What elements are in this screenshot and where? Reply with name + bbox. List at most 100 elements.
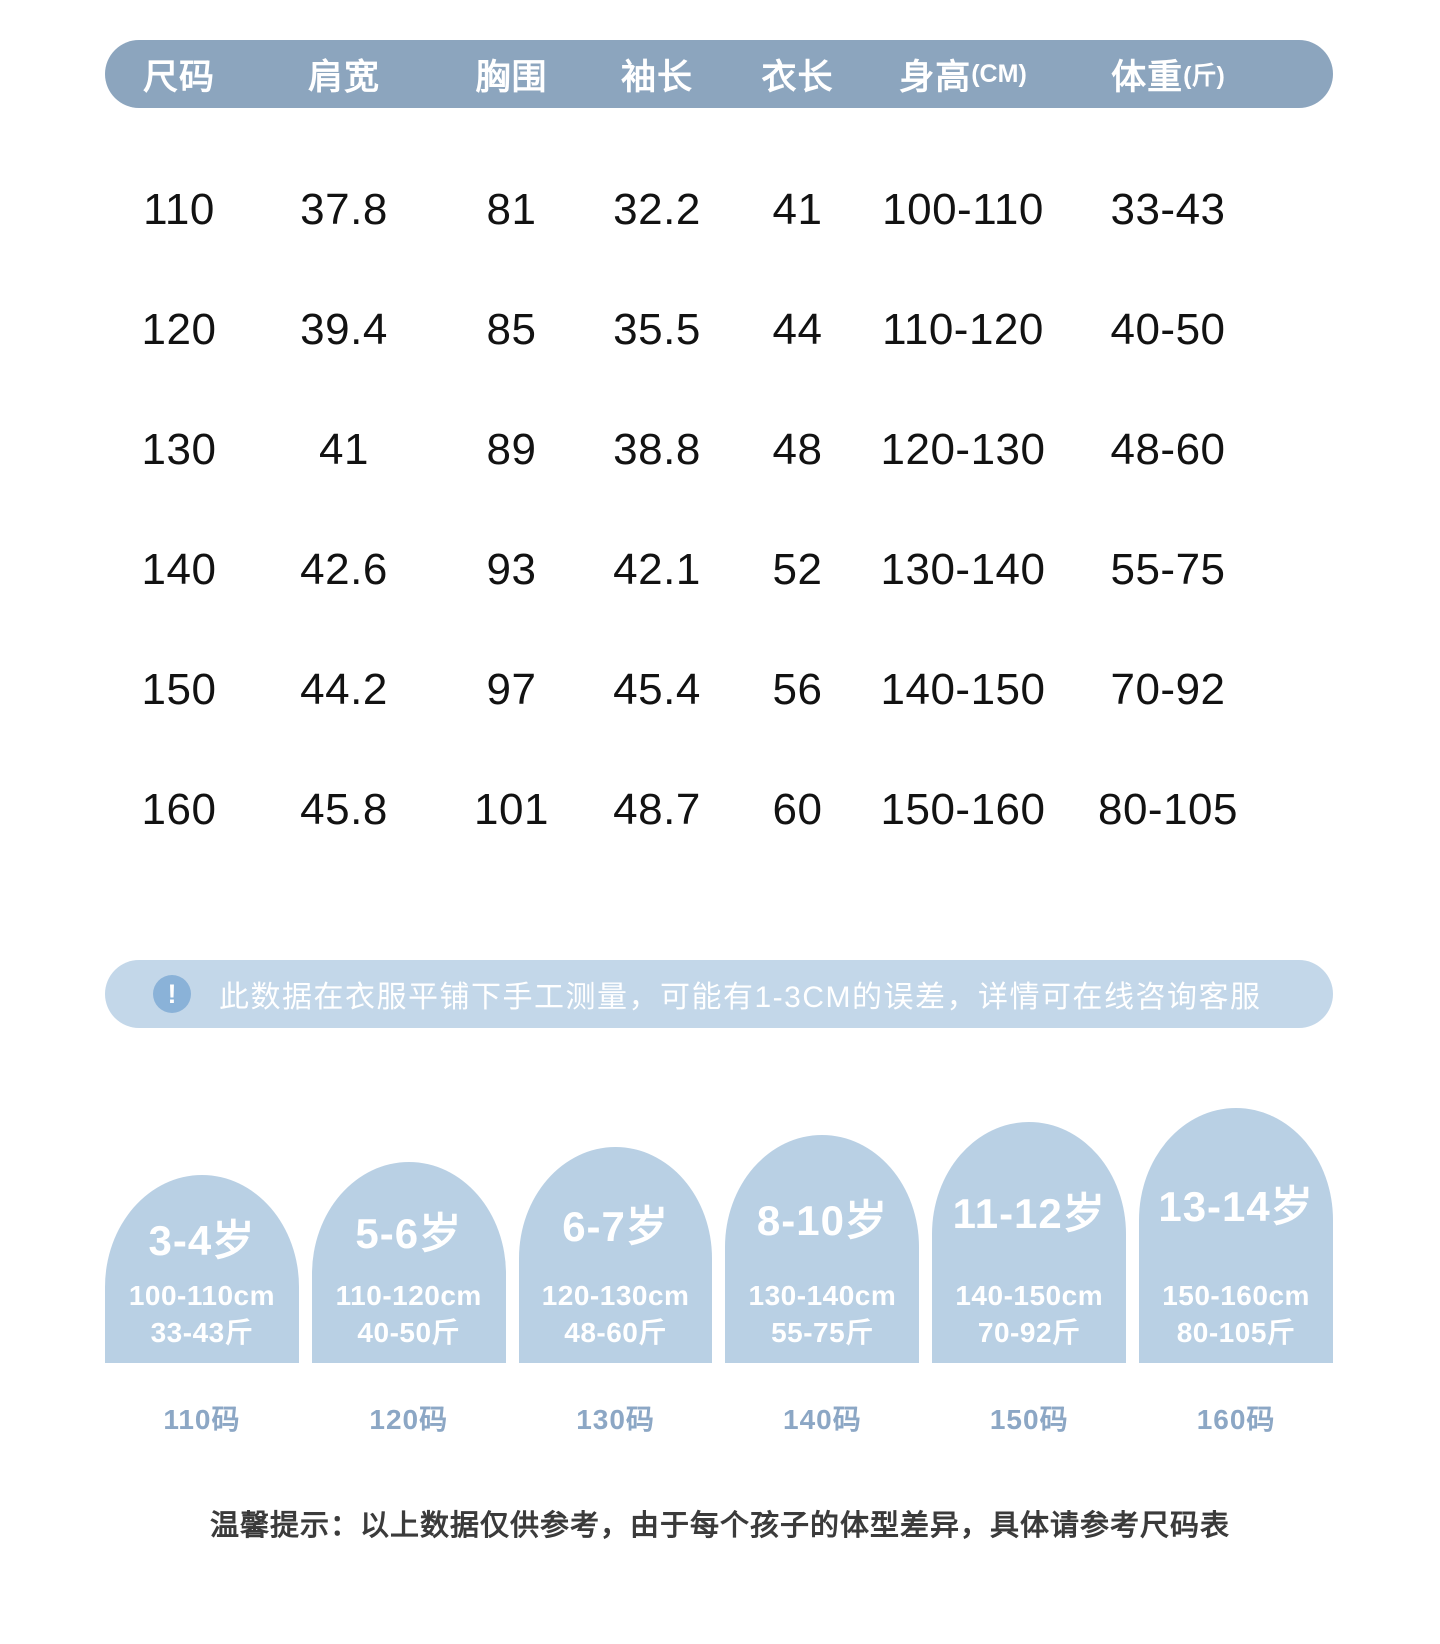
shoulder-cell: 44.2	[300, 665, 388, 714]
weight-cell: 70-92	[1110, 665, 1226, 714]
weight-range-label: 48-60斤	[564, 1317, 667, 1348]
weight-cell: 40-50	[1110, 305, 1226, 354]
length-cell: 60	[772, 785, 823, 834]
table-row: 130 41 89 38.8 48 120-130 48-60	[105, 390, 1333, 510]
header-cell-sleeve: 袖长	[588, 40, 726, 108]
header-label: 体重	[1111, 57, 1184, 97]
height-cell: 140-150	[880, 665, 1046, 714]
size-cell: 120	[141, 305, 217, 354]
size-table-body: 110 37.8 81 32.2 41 100-110 33-43 120 39…	[105, 108, 1333, 870]
height-range-label: 100-110cm	[128, 1280, 275, 1311]
length-cell: 41	[772, 185, 823, 234]
sleeve-cell: 38.8	[613, 425, 701, 474]
sleeve-cell: 35.5	[613, 305, 701, 354]
table-row: 120 39.4 85 35.5 44 110-120 40-50	[105, 270, 1333, 390]
footer-note: 温馨提示：以上数据仅供参考，由于每个孩子的体型差异，具体请参考尺码表	[209, 1510, 1230, 1542]
size-code-label: 120码	[369, 1404, 449, 1435]
chest-cell: 97	[486, 665, 537, 714]
header-label: 肩宽	[307, 57, 380, 97]
measurement-notice-text: 此数据在衣服平铺下手工测量，可能有1-3CM的误差，详情可在线咨询客服	[219, 981, 1262, 1014]
header-cell-size: 尺码	[105, 40, 253, 108]
size-code-label: 150码	[989, 1404, 1069, 1435]
header-cell-length: 衣长	[726, 40, 869, 108]
age-card-row: 3-4岁 100-110cm 33-43斤 5-6岁 110-120cm 40-…	[105, 1108, 1333, 1363]
size-code-row: 110码 120码 130码 140码 150码 160码	[105, 1398, 1333, 1442]
shoulder-cell: 45.8	[300, 785, 388, 834]
weight-range-label: 70-92斤	[977, 1317, 1081, 1348]
age-card: 3-4岁 100-110cm 33-43斤	[105, 1175, 299, 1363]
height-range-label: 110-120cm	[335, 1280, 482, 1311]
weight-cell: 80-105	[1097, 785, 1238, 834]
header-unit: (CM)	[971, 59, 1027, 88]
header-cell-height: 身高 (CM)	[869, 40, 1057, 108]
length-cell: 52	[772, 545, 823, 594]
height-cell: 120-130	[880, 425, 1046, 474]
chest-cell: 101	[474, 785, 549, 834]
height-cell: 150-160	[880, 785, 1046, 834]
age-range-label: 3-4岁	[148, 1216, 256, 1264]
size-table: 尺码 肩宽 胸围 袖长 衣长 身高 (CM) 体重 (斤) 110 37.8 81 …	[105, 40, 1333, 870]
length-cell: 44	[772, 305, 823, 354]
sleeve-cell: 45.4	[613, 665, 701, 714]
height-range-label: 150-160cm	[1162, 1280, 1310, 1311]
height-cell: 110-120	[882, 305, 1044, 354]
table-row: 160 45.8 101 48.7 60 150-160 80-105	[105, 750, 1333, 870]
sleeve-cell: 32.2	[613, 185, 701, 234]
length-cell: 56	[772, 665, 823, 714]
height-cell: 130-140	[880, 545, 1046, 594]
age-range-label: 5-6岁	[355, 1210, 463, 1257]
age-range-label: 8-10岁	[756, 1196, 888, 1244]
size-code-label: 130码	[576, 1404, 655, 1435]
size-cell: 140	[141, 545, 217, 594]
chest-cell: 81	[486, 185, 537, 234]
size-cell: 160	[141, 785, 217, 834]
chest-cell: 93	[486, 545, 537, 594]
weight-cell: 33-43	[1110, 185, 1226, 234]
header-label: 胸围	[475, 57, 548, 97]
table-row: 140 42.6 93 42.1 52 130-140 55-75	[105, 510, 1333, 630]
table-row: 110 37.8 81 32.2 41 100-110 33-43	[105, 150, 1333, 270]
age-card: 6-7岁 120-130cm 48-60斤	[518, 1147, 713, 1363]
age-card: 13-14岁 150-160cm 80-105斤	[1139, 1108, 1333, 1363]
header-label: 衣长	[761, 57, 834, 97]
age-range-label: 11-12岁	[952, 1190, 1106, 1237]
length-cell: 48	[772, 425, 823, 474]
height-range-label: 120-130cm	[541, 1280, 690, 1311]
size-cell: 150	[141, 665, 217, 714]
height-range-label: 140-150cm	[955, 1280, 1104, 1311]
table-row: 150 44.2 97 45.4 56 140-150 70-92	[105, 630, 1333, 750]
size-code-label: 160码	[1196, 1404, 1276, 1435]
exclamation-icon: !	[153, 975, 191, 1013]
weight-range-label: 40-50斤	[357, 1317, 461, 1348]
age-range-label: 13-14岁	[1158, 1183, 1314, 1230]
height-range-label: 130-140cm	[748, 1280, 897, 1311]
shoulder-cell: 37.8	[300, 185, 388, 234]
height-cell: 100-110	[882, 185, 1044, 234]
chest-cell: 89	[486, 425, 537, 474]
weight-range-label: 80-105斤	[1176, 1317, 1296, 1348]
size-table-header: 尺码 肩宽 胸围 袖长 衣长 身高 (CM) 体重 (斤)	[105, 40, 1333, 108]
header-cell-shoulder: 肩宽	[253, 40, 435, 108]
sleeve-cell: 48.7	[613, 785, 701, 834]
header-cell-chest: 胸围	[435, 40, 588, 108]
size-code-label: 140码	[783, 1404, 862, 1435]
shoulder-cell: 39.4	[300, 305, 388, 354]
weight-range-label: 33-43斤	[150, 1317, 254, 1348]
age-card: 11-12岁 140-150cm 70-92斤	[932, 1122, 1127, 1363]
size-code-label: 110码	[163, 1404, 241, 1435]
age-card: 5-6岁 110-120cm 40-50斤	[311, 1162, 506, 1363]
shoulder-cell: 41	[319, 425, 369, 474]
header-label: 尺码	[142, 57, 215, 97]
weight-cell: 55-75	[1110, 545, 1226, 594]
header-unit: (斤)	[1183, 62, 1225, 90]
weight-range-label: 55-75斤	[771, 1317, 874, 1348]
size-cell: 110	[143, 185, 215, 234]
age-range-label: 6-7岁	[562, 1202, 669, 1250]
measurement-notice-bar: ! 此数据在衣服平铺下手工测量，可能有1-3CM的误差，详情可在线咨询客服	[105, 960, 1333, 1028]
header-cell-weight: 体重 (斤)	[1057, 40, 1279, 108]
header-label: 袖长	[620, 57, 693, 97]
age-card: 8-10岁 130-140cm 55-75斤	[725, 1135, 920, 1363]
header-label: 身高	[899, 57, 972, 97]
shoulder-cell: 42.6	[300, 545, 388, 594]
weight-cell: 48-60	[1110, 425, 1226, 474]
